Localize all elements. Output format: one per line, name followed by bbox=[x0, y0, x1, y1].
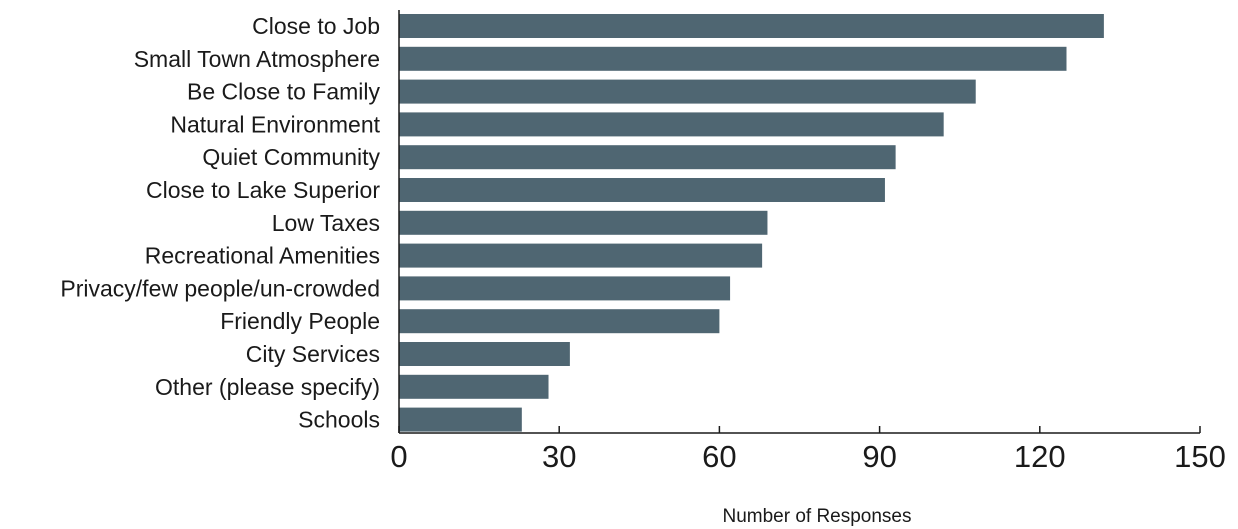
category-label: Schools bbox=[298, 407, 380, 433]
x-tick-label: 90 bbox=[862, 439, 896, 474]
category-label: Other (please specify) bbox=[155, 374, 380, 400]
category-label: Recreational Amenities bbox=[145, 243, 380, 269]
x-tick-label: 0 bbox=[390, 439, 407, 474]
bar bbox=[399, 14, 1104, 38]
category-label: Quiet Community bbox=[202, 144, 380, 170]
x-tick-label: 150 bbox=[1174, 439, 1226, 474]
x-tick-label: 30 bbox=[542, 439, 576, 474]
x-ticks-group: 0 30 60 90 120 150 bbox=[390, 426, 1226, 474]
category-label: Close to Lake Superior bbox=[146, 177, 380, 203]
category-label: Low Taxes bbox=[272, 210, 380, 236]
category-label: City Services bbox=[246, 341, 380, 367]
bar bbox=[399, 374, 549, 399]
bar bbox=[399, 46, 1067, 71]
bars-group bbox=[399, 14, 1104, 432]
category-label: Be Close to Family bbox=[187, 79, 381, 105]
x-tick-label: 120 bbox=[1014, 439, 1066, 474]
bar bbox=[399, 145, 896, 170]
category-labels-group: Close to Job Small Town Atmosphere Be Clos… bbox=[60, 13, 380, 433]
x-axis-title: Number of Responses bbox=[722, 506, 911, 527]
bar bbox=[399, 342, 570, 366]
category-label: Natural Environment bbox=[170, 111, 380, 137]
bar bbox=[399, 407, 522, 432]
bar bbox=[399, 79, 976, 104]
bar bbox=[399, 178, 885, 202]
category-label: Small Town Atmosphere bbox=[134, 46, 380, 72]
bar bbox=[399, 276, 731, 301]
bar bbox=[399, 243, 763, 268]
bar bbox=[399, 112, 944, 137]
bar bbox=[399, 210, 768, 235]
category-label: Friendly People bbox=[220, 308, 380, 334]
category-label: Close to Job bbox=[252, 13, 380, 39]
bar bbox=[399, 309, 720, 334]
x-tick-label: 60 bbox=[702, 439, 736, 474]
category-label: Privacy/few people/un-crowded bbox=[60, 275, 380, 301]
